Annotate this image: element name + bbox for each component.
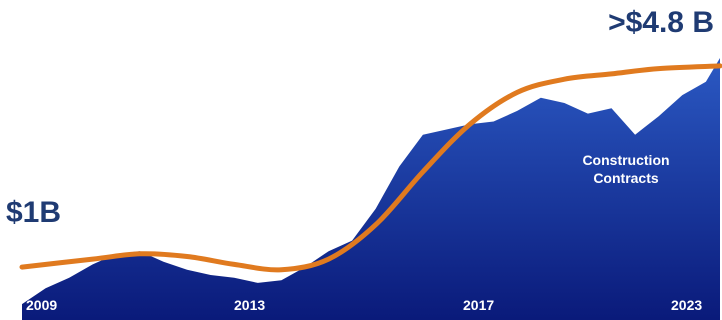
series-label-line2: Contracts: [593, 170, 659, 186]
x-tick-2013: 2013: [234, 297, 266, 313]
start-value-label: $1B: [6, 196, 62, 229]
x-tick-2017: 2017: [463, 297, 495, 313]
end-value-label: >$4.8 B: [608, 6, 714, 39]
x-tick-2023: 2023: [671, 297, 703, 313]
series-label-line1: Construction: [582, 152, 670, 168]
x-tick-2009: 2009: [26, 297, 58, 313]
series-label: Construction Contracts: [556, 151, 696, 187]
construction-contracts-area: [22, 58, 720, 320]
trend-line: [19, 63, 722, 273]
